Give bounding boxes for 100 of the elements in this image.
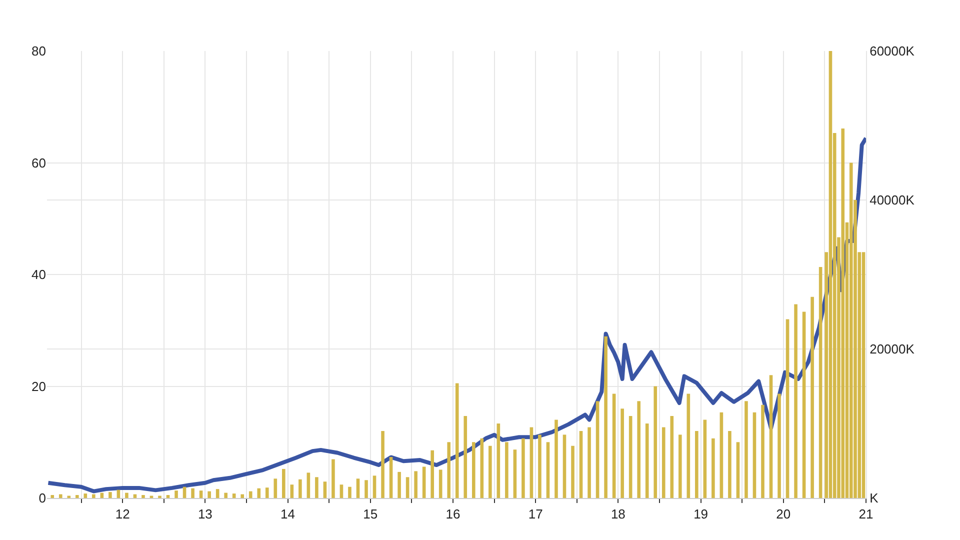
bar	[670, 416, 674, 498]
bar	[50, 495, 54, 498]
bar	[645, 424, 649, 498]
y2-tick-label: K	[870, 490, 879, 506]
bar	[406, 477, 410, 498]
bar	[662, 427, 666, 498]
bar	[125, 492, 128, 498]
bar	[199, 490, 203, 498]
x-tick-label: 12	[115, 506, 130, 522]
bar	[364, 480, 368, 498]
y2-tick-label: 60000K	[870, 44, 915, 59]
bar	[480, 438, 484, 498]
bar	[76, 495, 79, 498]
x-tick-label: 21	[858, 506, 874, 522]
bar	[282, 468, 286, 498]
bar	[513, 450, 517, 498]
bar	[579, 430, 583, 498]
bar	[306, 472, 310, 498]
bar	[720, 412, 724, 498]
bar	[761, 404, 764, 498]
x-tick-label: 15	[363, 506, 378, 522]
bar	[216, 489, 220, 498]
bar	[604, 336, 608, 498]
bar	[562, 434, 566, 498]
bar	[142, 495, 145, 498]
y-tick-label: 20	[32, 378, 46, 394]
x-tick-label: 14	[280, 506, 296, 522]
bar	[588, 427, 591, 498]
bar	[828, 51, 832, 498]
bar	[628, 416, 632, 498]
bar	[182, 486, 186, 498]
bar	[654, 386, 658, 498]
bar	[530, 427, 534, 498]
y2-tick-label: 20000K	[870, 342, 915, 357]
bar	[398, 472, 401, 498]
bar	[447, 442, 451, 498]
x-tick-label: 17	[528, 506, 543, 522]
bar	[315, 477, 318, 498]
bar	[620, 408, 624, 498]
bar	[332, 459, 335, 498]
bar	[488, 446, 492, 498]
bar	[496, 424, 500, 498]
bar	[596, 401, 600, 498]
bar	[422, 466, 426, 498]
bar	[438, 470, 442, 498]
bar	[92, 494, 96, 498]
bar	[224, 492, 228, 498]
bar	[232, 494, 236, 498]
bar	[340, 484, 344, 498]
bar	[298, 479, 302, 498]
bar	[430, 450, 434, 498]
y-tick-label: 40	[32, 267, 46, 282]
bar	[769, 375, 773, 498]
bar	[778, 394, 781, 498]
y-tick-label: 60	[32, 155, 46, 170]
bar	[240, 494, 244, 498]
bar	[637, 401, 640, 498]
bar	[84, 494, 88, 498]
x-tick-label: 19	[694, 506, 708, 522]
bar	[794, 304, 798, 498]
bar	[389, 457, 393, 498]
bar	[744, 401, 748, 498]
bar	[862, 252, 866, 498]
bar	[108, 492, 112, 498]
bar	[712, 438, 715, 498]
bar	[522, 438, 525, 498]
x-tick-label: 20	[776, 506, 791, 522]
bar	[695, 430, 698, 498]
bar	[58, 494, 62, 498]
bar	[372, 476, 376, 498]
x-tick-label: 13	[198, 506, 212, 522]
bar	[455, 383, 459, 498]
x-tick-label: 16	[446, 506, 460, 522]
bar	[505, 442, 508, 498]
bar	[678, 434, 682, 498]
bar	[538, 434, 542, 498]
bar	[546, 442, 550, 498]
bar	[323, 482, 327, 498]
bar	[274, 478, 278, 498]
y-tick-label: 0	[38, 490, 46, 506]
bar	[290, 484, 294, 498]
bar	[265, 488, 269, 498]
bar	[191, 488, 194, 498]
bar	[752, 412, 756, 498]
bar	[686, 394, 690, 498]
bar	[166, 495, 170, 498]
bar	[356, 478, 360, 498]
bar	[818, 267, 822, 498]
y2-tick-label: 40000K	[870, 192, 915, 208]
bar	[810, 296, 814, 498]
bar	[786, 319, 790, 498]
bar	[464, 416, 468, 498]
bar	[348, 486, 352, 498]
bar	[736, 442, 740, 498]
bar	[802, 312, 806, 498]
bar	[571, 446, 574, 498]
bar	[472, 442, 476, 498]
bar	[257, 488, 261, 498]
bar	[554, 420, 558, 498]
bar	[248, 491, 252, 498]
